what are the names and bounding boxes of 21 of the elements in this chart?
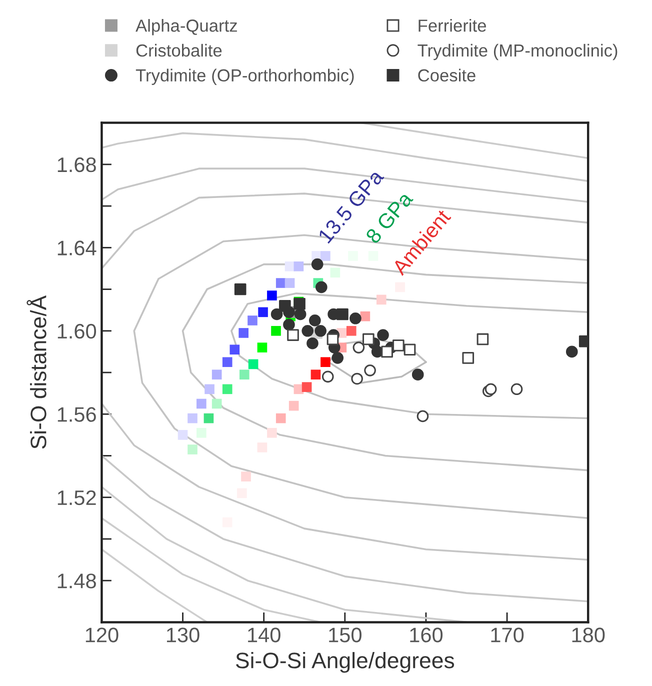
y-axis-title: Si-O distance/Å — [26, 295, 46, 449]
legend-label: Cristobalite — [136, 44, 222, 57]
y-tick-label: 1.60 — [58, 324, 96, 339]
legend-label: Ferrierite — [418, 19, 486, 32]
legend-label: Alpha-Quartz — [136, 19, 237, 36]
legend-label: Trydimite (MP-monoclinic) — [418, 44, 618, 60]
legend-label: Trydimite (OP-orthorhombic) — [136, 68, 354, 85]
y-tick-label: 1.56 — [58, 407, 96, 422]
y-tick-label: 1.52 — [58, 490, 96, 506]
legend-label: Coesite — [418, 68, 476, 82]
x-axis-title: Si-O-Si Angle/degrees — [236, 652, 454, 673]
y-tick-label: 1.64 — [58, 240, 96, 256]
x-tick-label: 150 — [329, 628, 362, 642]
x-tick-label: 120 — [86, 628, 118, 642]
y-tick-label: 1.68 — [58, 157, 96, 172]
x-tick-label: 170 — [491, 628, 524, 642]
y-tick-label: 1.48 — [58, 574, 96, 588]
x-tick-label: 130 — [166, 628, 200, 642]
x-tick-label: 160 — [410, 628, 443, 642]
x-tick-label: 180 — [572, 628, 605, 642]
x-tick-label: 140 — [248, 628, 280, 642]
